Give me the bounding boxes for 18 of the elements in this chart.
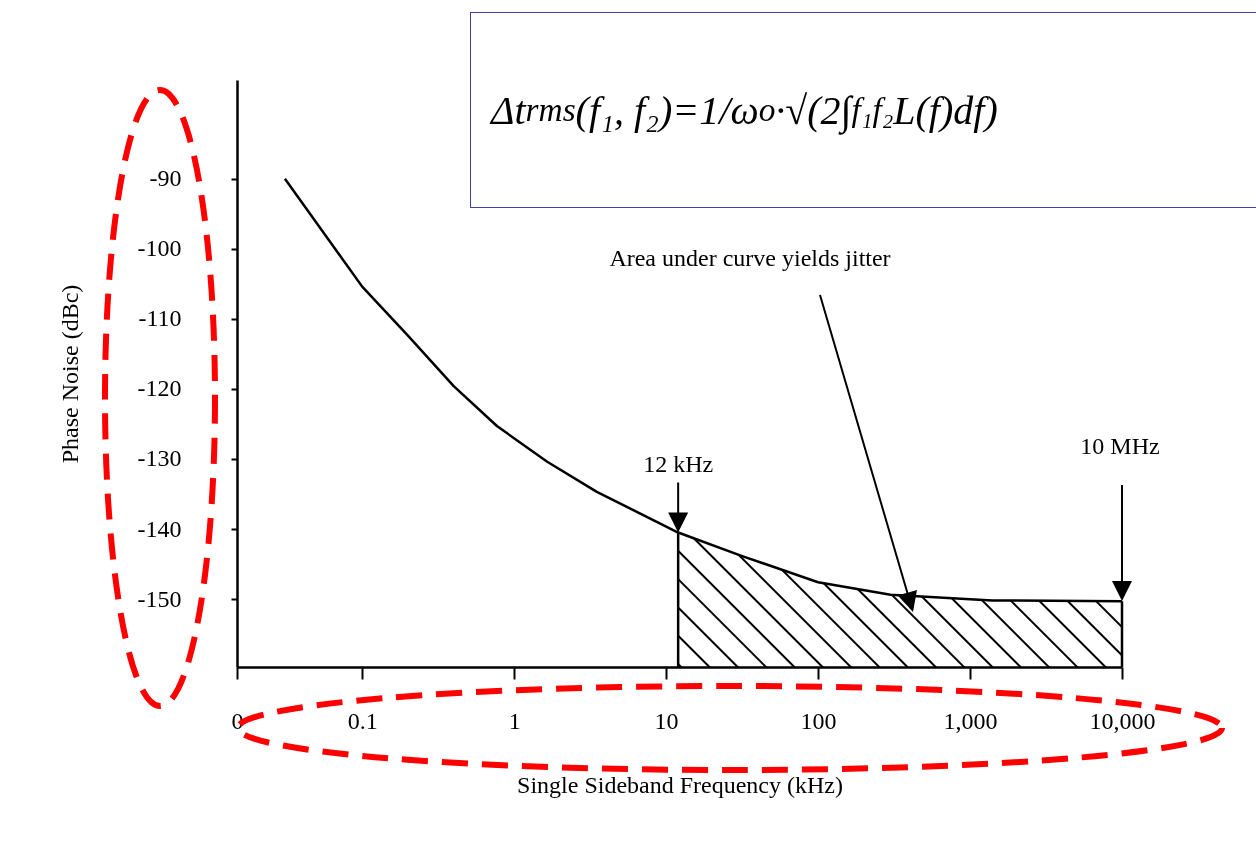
x-tick-label: 100 (800, 707, 837, 734)
y-axis-title: Phase Noise (dBc) (56, 284, 83, 464)
y-tick-label: -130 (137, 445, 182, 472)
y-tick-label: -90 (149, 165, 182, 192)
y-tick-label: -150 (137, 585, 182, 612)
x-tick-label: 10,000 (1089, 707, 1156, 734)
annotation: 10 MHz (1080, 432, 1160, 459)
x-tick-label: 1,000 (943, 707, 998, 734)
y-tick-label: -110 (138, 305, 182, 332)
x-tick-label: 0.1 (347, 707, 378, 734)
y-tick-label: -100 (137, 235, 182, 262)
annotation: 12 kHz (643, 451, 714, 478)
x-tick-label: 1 (508, 707, 521, 734)
y-tick-label: -120 (137, 375, 182, 402)
x-axis-title: Single Sideband Frequency (kHz) (517, 771, 843, 798)
annotation: Area under curve yields jitter (609, 244, 891, 271)
y-tick-label: -140 (137, 515, 182, 542)
x-tick-label: 10 (654, 707, 679, 734)
